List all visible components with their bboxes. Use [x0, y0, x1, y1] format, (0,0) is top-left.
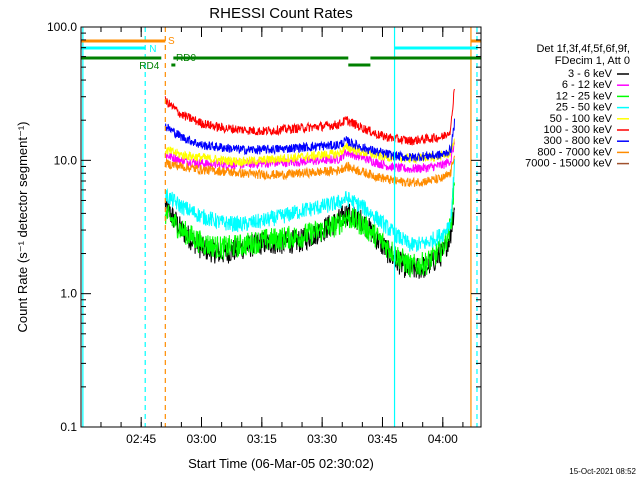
- series-line-300-800keV: [164, 118, 455, 162]
- legend-label: 6 - 12 keV: [562, 79, 613, 91]
- chart-title: RHESSI Count Rates: [209, 5, 352, 22]
- plot-frame: [80, 26, 482, 428]
- y-tick-label: 100.0: [47, 20, 77, 34]
- series-traces: [164, 88, 455, 279]
- y-tick-label: 10.0: [54, 153, 78, 167]
- legend-header-line-2: FDecim 1, Att 0: [555, 55, 630, 67]
- x-tick-label: 03:45: [367, 432, 397, 446]
- y-axis: 0.1 1.0 10.0 100.0: [47, 20, 481, 434]
- series-line-12-25keV: [164, 182, 455, 278]
- status-annotation: N: [149, 44, 156, 55]
- status-annotation: S: [168, 36, 175, 47]
- series-line-25-50keV: [164, 158, 455, 252]
- legend-label: 7000 - 15000 keV: [525, 158, 613, 170]
- x-tick-label: 03:30: [307, 432, 337, 446]
- x-tick-label: 03:00: [186, 432, 216, 446]
- legend-header-line-1: Det 1f,3f,4f,5f,6f,9f,: [536, 43, 630, 55]
- x-tick-label: 04:00: [428, 432, 458, 446]
- legend: Det 1f,3f,4f,5f,6f,9f, FDecim 1, Att 0 3…: [525, 43, 630, 170]
- legend-label: 800 - 7000 keV: [537, 146, 612, 158]
- status-annotation: RD4: [139, 61, 159, 72]
- legend-label: 300 - 800 keV: [544, 135, 613, 147]
- y-tick-label: 1.0: [60, 287, 77, 301]
- status-annotation: RD0: [176, 53, 196, 64]
- x-tick-label: 03:15: [247, 432, 277, 446]
- x-tick-label: 02:45: [126, 432, 156, 446]
- legend-label: 100 - 300 keV: [544, 124, 613, 136]
- series-line-100-300keV: [164, 88, 455, 146]
- x-axis: 02:45 03:00 03:15 03:30 03:45 04:00: [100, 27, 464, 446]
- marker-lines: [82, 27, 478, 427]
- x-axis-label: Start Time (06-Mar-05 02:30:02): [188, 456, 374, 471]
- legend-label: 3 - 6 keV: [568, 68, 613, 80]
- y-axis-label: Count Rate (s⁻¹ detector segment⁻¹): [15, 122, 30, 333]
- legend-label: 12 - 25 keV: [556, 90, 613, 102]
- status-bars: S N RD4 RD0: [81, 36, 481, 72]
- series-line-800-7000keV: [164, 155, 455, 188]
- legend-label: 25 - 50 keV: [556, 102, 613, 114]
- legend-label: 50 - 100 keV: [550, 113, 613, 125]
- footer-date: 15-Oct-2021 08:52: [569, 467, 636, 476]
- y-tick-label: 0.1: [60, 420, 77, 434]
